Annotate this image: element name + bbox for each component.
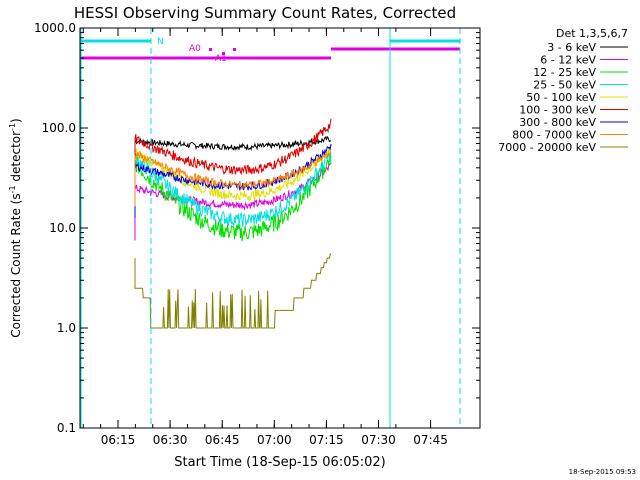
y-tick-label: 10.0 xyxy=(49,221,76,235)
series-line xyxy=(134,118,332,192)
series-layer xyxy=(134,118,332,329)
y-axis-label-close: ) xyxy=(9,118,23,123)
legend-label: 25 - 50 keV xyxy=(533,79,596,92)
legend-label: 12 - 25 keV xyxy=(533,66,596,79)
y-tick-label: 100.0 xyxy=(42,121,76,135)
x-tick-label: 07:45 xyxy=(413,433,448,447)
y-axis-label-main: Corrected Count Rate (s xyxy=(9,193,23,337)
y-tick-label: 0.1 xyxy=(57,421,76,435)
legend-label: 100 - 300 keV xyxy=(519,104,596,117)
x-tick-label: 06:15 xyxy=(101,433,136,447)
legend-label: 6 - 12 keV xyxy=(540,54,596,67)
chart-title: HESSI Observing Summary Count Rates, Cor… xyxy=(74,4,456,22)
legend-header: Det 1,3,5,6,7 xyxy=(556,27,628,40)
legend-label: 7000 - 20000 keV xyxy=(498,141,596,154)
legend-label: 50 - 100 keV xyxy=(526,91,596,104)
y-axis-label-exp1: -1 xyxy=(8,185,17,193)
x-tick-label: 06:45 xyxy=(205,433,240,447)
series-line xyxy=(134,150,332,207)
flag-marker xyxy=(222,52,225,55)
series-line xyxy=(134,253,331,329)
plot-frame xyxy=(79,27,481,429)
flag-marker xyxy=(209,48,212,51)
x-tick-label: 07:15 xyxy=(309,433,344,447)
night-flag-label: N xyxy=(157,37,164,47)
y-axis-label-exp2: -1 xyxy=(8,123,17,131)
series-line xyxy=(134,143,332,218)
legend-label: 800 - 7000 keV xyxy=(512,129,596,142)
flag-marker xyxy=(233,48,236,51)
x-tick-label: 06:30 xyxy=(153,433,188,447)
x-axis-label: Start Time (18-Sep-15 06:05:02) xyxy=(174,455,385,470)
series-line xyxy=(134,135,332,194)
x-tick-label: 07:30 xyxy=(361,433,396,447)
series-line xyxy=(134,149,332,242)
y-axis-label: Corrected Count Rate (s-1 detector-1) xyxy=(8,118,23,337)
y-tick-label: 1.0 xyxy=(57,321,76,335)
timestamp: 18-Sep-2015 09:53 xyxy=(569,468,636,476)
legend-label: 300 - 800 keV xyxy=(519,116,596,129)
legend-label: 3 - 6 keV xyxy=(547,41,596,54)
series-line xyxy=(134,150,332,227)
attenuator-a0-label: A0 xyxy=(189,44,201,54)
y-tick-label: 1000.0 xyxy=(34,21,76,35)
flags-layer: N A0 A1 xyxy=(80,28,461,428)
x-tick-label: 07:00 xyxy=(257,433,292,447)
axes-layer: 06:15 06:30 06:45 07:00 07:15 07:30 07:45 0.1 1.… xyxy=(34,21,480,447)
y-axis-label-detector: detector xyxy=(9,131,23,186)
attenuator-a1-label: A1 xyxy=(215,54,227,64)
